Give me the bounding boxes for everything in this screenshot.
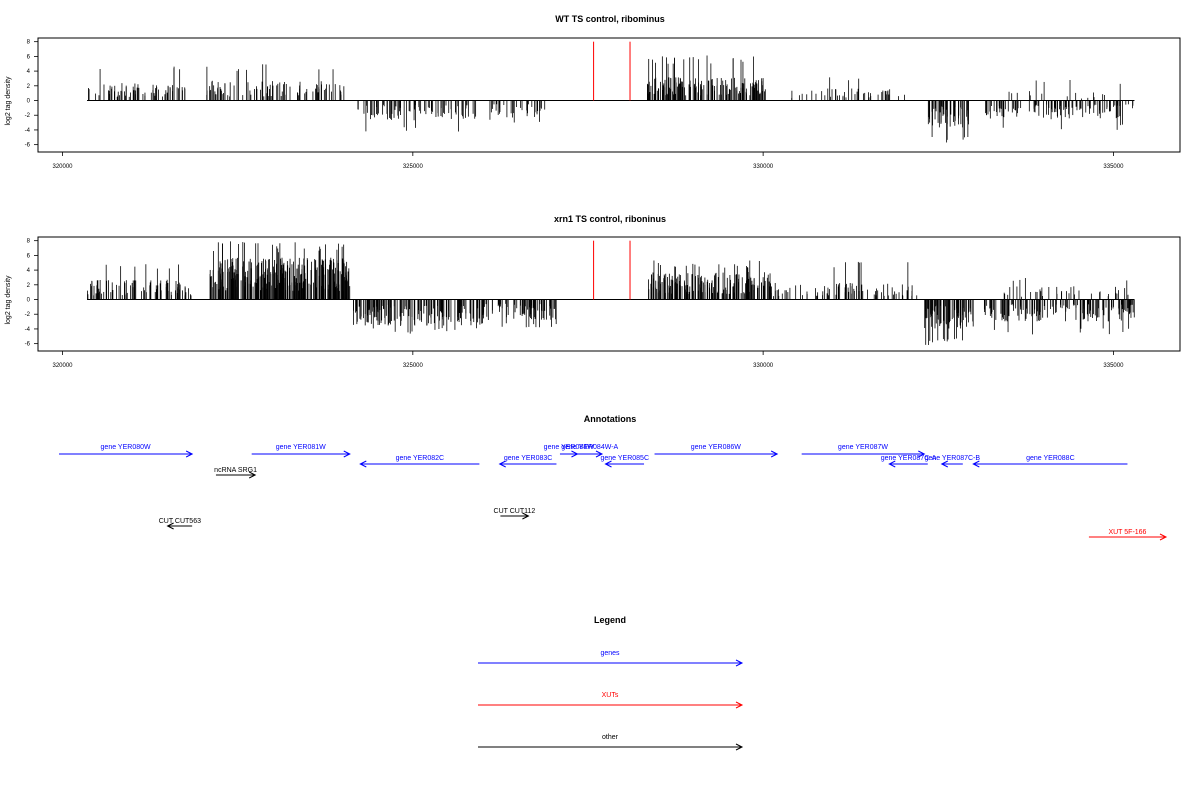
annotation-arrow: [500, 512, 530, 520]
annotation-label: gene YER083C: [504, 455, 553, 462]
annotation-arrow: [251, 450, 351, 458]
bars-xrn1: [87, 240, 1135, 345]
y-axis-wt: 8 6 4 2 0 -2 -4 -6: [25, 40, 38, 149]
legend-arrow-other: [478, 743, 744, 751]
x-tick-label: 335000: [1103, 164, 1124, 170]
annotation-arrow: [498, 460, 557, 468]
panel-xrn1: xrn1 TS control, riboninus 8 6 4 2 0 -2 -4 -6 3…: [5, 214, 1181, 369]
annotation-arrow: [654, 450, 779, 458]
legend-title: Legend: [594, 615, 626, 625]
legend-label-gene: genes: [600, 650, 620, 657]
y-tick-label: -6: [25, 143, 31, 149]
annotation-label: gene YER080W: [101, 444, 151, 451]
annotation-arrow: [215, 471, 257, 479]
annotation-arrow: [888, 460, 928, 468]
annotation-arrow: [1088, 533, 1168, 541]
x-tick-label: 325000: [403, 363, 424, 369]
bars-wt: [87, 41, 1135, 143]
annotation-label: gene YER085C: [600, 455, 649, 462]
y-tick-label: 8: [27, 40, 31, 46]
panel-title-wt: WT TS control, ribominus: [555, 14, 665, 24]
y-tick-label: -2: [25, 113, 31, 119]
legend-items: genes XUTs other: [478, 650, 744, 751]
x-tick-label: 325000: [403, 164, 424, 170]
annotation-label: CUT CUT563: [159, 518, 201, 525]
annotations-title: Annotations: [584, 414, 637, 424]
plot-frame-xrn1: [37, 236, 1181, 352]
y-tick-label: -4: [25, 327, 31, 333]
annotation-arrow: [604, 460, 645, 468]
legend-arrow-gene: [478, 659, 744, 667]
y-tick-label: -4: [25, 128, 31, 134]
annotation-items: gene YER080W gene YER081W gene YER082C gene…: [59, 444, 1168, 541]
y-tick-label: -6: [25, 342, 31, 348]
legend: Legend genes XUTs other: [478, 615, 744, 751]
annotation-label: CUT CUT112: [494, 508, 536, 515]
annotation-arrow: [559, 450, 579, 458]
x-tick-label: 320000: [53, 164, 74, 170]
legend-label-other: other: [602, 734, 619, 741]
legend-label-xut: XUTs: [602, 692, 619, 699]
y-axis-label-wt: log2 tag density: [5, 76, 12, 126]
annotation-label: ncRNA SRG1: [214, 467, 257, 474]
x-tick-label: 330000: [753, 164, 774, 170]
annotations-track: Annotations gene YER080W gene YER081Wgene…: [59, 414, 1168, 541]
x-tick-label: 330000: [753, 363, 774, 369]
annotation-label: gene YER082C: [396, 455, 445, 462]
plot-frame-wt: [37, 37, 1181, 153]
y-tick-label: 4: [27, 268, 31, 274]
annotation-label: gene YER087C-A: [881, 455, 937, 462]
annotation-label: gene YER087C-B: [925, 455, 981, 462]
y-tick-label: 2: [27, 84, 31, 90]
annotation-arrow: [801, 450, 926, 458]
y-tick-label: 2: [27, 283, 31, 289]
annotation-label: gene YER084W: [544, 444, 594, 451]
panel-title-xrn1: xrn1 TS control, riboninus: [554, 214, 666, 224]
annotation-arrow: [166, 522, 193, 530]
y-axis-label-xrn1: log2 tag density: [5, 275, 12, 325]
annotation-label: gene YER081W: [276, 444, 326, 451]
legend-arrow-xut: [478, 701, 744, 709]
annotation-label: gene YER087W: [838, 444, 888, 451]
annotation-label: gene YER084W-A: [561, 444, 618, 451]
annotation-arrow: [59, 450, 194, 458]
annotation-arrow: [577, 450, 604, 458]
annotation-arrow: [972, 460, 1128, 468]
y-tick-label: 4: [27, 69, 31, 75]
y-tick-label: 8: [27, 239, 31, 245]
annotation-label: XUT 5F-166: [1108, 529, 1146, 536]
panel-wt: WT TS control, ribominus 8 6 4 2 0 -2 -4 -6 320…: [5, 14, 1181, 170]
annotation-label: gene YER086W: [691, 444, 741, 451]
x-axis-wt: 320000 325000 330000 335000: [53, 152, 1124, 170]
x-tick-label: 335000: [1103, 363, 1124, 369]
y-tick-label: 0: [27, 99, 31, 105]
annotation-label: gene YER088C: [1026, 455, 1075, 462]
x-tick-label: 320000: [53, 363, 74, 369]
x-axis-xrn1: 320000 325000 330000 335000: [53, 351, 1124, 369]
y-tick-label: -2: [25, 312, 31, 318]
y-tick-label: 0: [27, 298, 31, 304]
y-tick-label: 6: [27, 253, 31, 259]
y-tick-label: 6: [27, 54, 31, 60]
annotation-arrow: [940, 460, 963, 468]
annotation-arrow: [359, 460, 480, 468]
y-axis-xrn1: 8 6 4 2 0 -2 -4 -6: [25, 239, 38, 348]
